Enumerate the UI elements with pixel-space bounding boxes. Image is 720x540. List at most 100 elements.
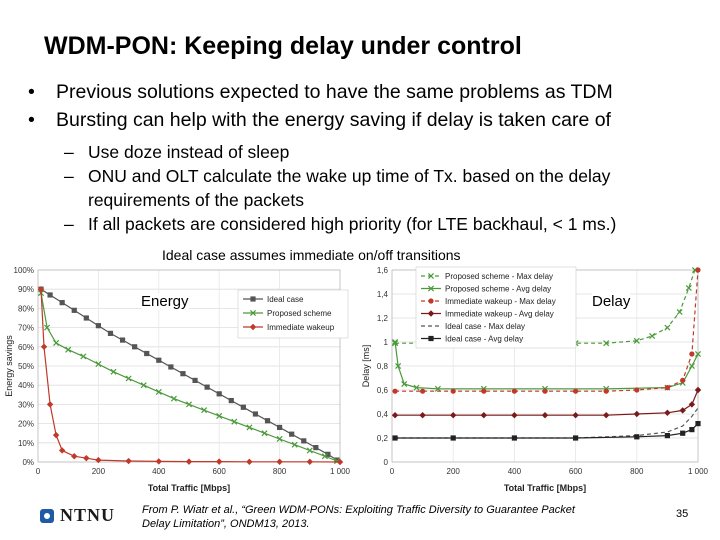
sub-bullet-marker: – [64,214,74,234]
data-point [216,458,223,465]
data-point [291,441,298,448]
data-point [511,388,517,394]
data-point [634,387,640,393]
data-point [264,418,271,424]
data-point [95,456,102,464]
y-tick-label: 0,2 [377,434,389,443]
x-tick-label: 400 [508,467,522,476]
data-point [680,377,686,383]
legend-marker [427,272,435,280]
series-line [394,341,699,390]
data-point [413,384,420,391]
data-point [246,458,253,466]
y-axis-label: Delay [ms] [361,345,371,388]
y-tick-label: 60% [18,343,34,352]
series-2 [392,267,701,394]
legend-entry: Ideal case - Avg delay [445,335,523,344]
legend-box [415,266,577,349]
data-point [321,453,328,460]
series-line [395,407,699,439]
y-tick-label: 20% [18,420,34,429]
data-point [306,447,313,454]
data-point [240,404,246,410]
y-tick-label: 1 [384,338,389,347]
data-point [156,357,162,363]
data-point [132,344,138,350]
data-point [603,412,610,419]
y-axis-label: Energy savings [4,335,14,397]
data-point [334,457,340,463]
y-tick-label: 40% [18,381,34,390]
legend-entry: Immediate wakeup - Max delay [445,297,556,306]
x-axis-label: Total Traffic [Mbps] [504,483,586,493]
data-point [140,382,147,389]
data-point [216,412,223,419]
series-3 [391,386,702,419]
legend: Ideal case Proposed scheme Immediate wakeu… [237,289,349,339]
bullet-marker: • [28,109,35,131]
data-point [392,338,399,346]
data-point [95,323,101,329]
data-point [395,362,402,370]
data-point [144,350,150,357]
chart-svg: 0 0,2 0,4 0,6 0,8 1 1,2 1,4 1,6 0 200 400 600 800 1 00… [361,266,709,493]
y-tick-label: 100% [14,266,34,275]
data-point [450,435,456,441]
data-point [125,375,132,382]
sub-bullet-item: – ONU and OLT calculate the wake up time … [64,164,714,212]
bullet-item: • Previous solutions expected to have the… [28,78,708,106]
data-point [664,433,670,439]
legend-entry: Immediate wakeup - Avg delay [445,310,554,319]
data-point [52,431,60,439]
data-point [634,434,640,440]
data-point [688,362,695,370]
legend-box [237,289,349,339]
data-point [47,292,53,298]
x-axis-label: Total Traffic [Mbps] [148,483,230,493]
data-point [649,332,656,340]
y-tick-label: 80% [18,304,34,313]
data-point [276,435,283,442]
data-point [434,385,441,392]
series-line [395,389,699,416]
data-point [664,385,670,391]
data-point [301,438,307,444]
data-point [252,411,259,417]
y-tick-label: 1,6 [377,266,389,275]
legend-entry: Immediate wakeup [267,323,335,332]
data-point [46,401,54,408]
data-point [53,339,60,346]
y-tick-label: 1,4 [377,290,389,299]
data-point [180,371,186,377]
data-point [59,300,65,306]
x-tick-label: 600 [569,467,583,476]
data-point [80,353,87,360]
data-point [401,380,408,388]
y-tick-label: 90% [18,285,34,294]
data-point [391,412,399,419]
data-point [155,388,162,395]
legend-marker [428,335,434,342]
data-point [192,377,198,383]
data-point [573,435,579,441]
ntnu-logo-text: NTNU [60,505,116,525]
delay-chart: 0 0,2 0,4 0,6 0,8 1 1,2 1,4 1,6 0 200 400 600 800 1 00… [356,262,720,500]
data-point [71,307,77,313]
data-point [246,424,253,431]
sub-bullet-item: – Use doze instead of sleep [64,140,714,164]
data-point [695,421,701,427]
sub-bullet-text: Use doze instead of sleep [88,142,290,162]
data-point [325,451,331,457]
bullet-text: Previous solutions expected to have the … [56,81,613,103]
y-tick-label: 0,8 [377,362,389,371]
data-point [40,343,48,350]
data-point [44,324,51,331]
data-point [572,412,579,419]
series-1 [37,290,341,465]
legend-marker [427,285,435,292]
energy-chart-tag: Energy [141,293,189,310]
y-tick-label: 0,6 [377,386,389,395]
legend-marker [250,296,256,302]
data-point [107,330,114,336]
y-tick-label: 30% [18,400,34,409]
